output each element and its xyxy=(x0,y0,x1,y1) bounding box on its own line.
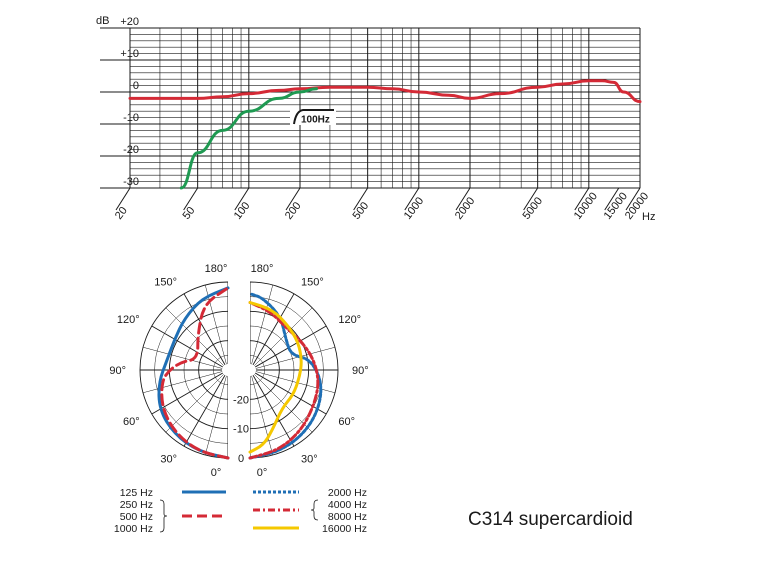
polar-line xyxy=(248,301,320,460)
x-tick-mark xyxy=(234,187,250,211)
polar-centre-gap xyxy=(228,274,250,466)
polar-angle-label: 180° xyxy=(251,263,274,275)
polar-radial-label: 0 xyxy=(238,453,244,465)
filter-annotation: 100Hz xyxy=(290,109,336,126)
polar-centre-dot xyxy=(244,364,256,376)
x-tick-label: 500 xyxy=(351,200,372,222)
polar-angle-label: 30° xyxy=(301,453,318,465)
polar-spoke xyxy=(249,369,295,447)
polar-series xyxy=(157,286,323,460)
y-tick-label: +20 xyxy=(120,16,139,28)
x-tick-mark xyxy=(353,187,369,211)
legend-brace xyxy=(159,499,168,533)
y-tick-label: -20 xyxy=(123,144,139,156)
polar-angle-label: 120° xyxy=(338,314,361,326)
x-tick-mark xyxy=(404,187,420,211)
polar-spoke xyxy=(165,369,229,433)
frequency-response-series xyxy=(128,79,642,190)
x-tick-mark xyxy=(625,187,641,211)
polar-spoke xyxy=(142,346,229,371)
x-tick-mark xyxy=(115,187,131,211)
polar-spoke xyxy=(204,369,229,456)
x-tick-label: 1000 xyxy=(402,195,427,222)
polar-spoke xyxy=(249,369,274,456)
polar-spoke xyxy=(249,307,313,371)
frequency-response-y-axis: +20 +10 0 -10 -20 -30 xyxy=(120,16,139,188)
polar-angle-label: 90° xyxy=(109,365,126,377)
polar-spoke xyxy=(249,346,336,371)
legend-label: 8000 Hz xyxy=(328,511,367,523)
polar-angle-label: 120° xyxy=(117,314,140,326)
x-tick-label: 50 xyxy=(181,205,198,222)
x-axis-unit: Hz xyxy=(642,211,655,223)
bass-cut-line xyxy=(179,87,318,190)
polar-radial-label: -10 xyxy=(233,424,249,436)
y-tick-label: -30 xyxy=(123,176,139,188)
x-tick-label: 10000 xyxy=(572,190,600,221)
x-tick-label: 20 xyxy=(113,205,130,222)
polar-radial-label: -20 xyxy=(233,394,249,406)
legend-label: 500 Hz xyxy=(120,511,153,523)
legend-label: 4000 Hz xyxy=(328,499,367,511)
legend-brace xyxy=(310,499,319,521)
x-tick-mark xyxy=(183,187,199,211)
polar-angle-label: 150° xyxy=(154,277,177,289)
polar-angle-label: 150° xyxy=(301,277,324,289)
figure-caption: C314 supercardioid xyxy=(468,509,633,530)
polar-spoke xyxy=(142,369,229,394)
bass-cut-icon xyxy=(293,109,334,125)
polar-line xyxy=(248,301,303,454)
x-tick-mark xyxy=(574,187,590,211)
polar-spoke xyxy=(249,284,274,371)
x-tick-label: 2000 xyxy=(453,195,478,222)
frequency-response-line xyxy=(128,79,642,104)
polar-angle-label: 60° xyxy=(338,416,355,428)
polar-angle-label: 60° xyxy=(123,416,140,428)
x-tick-mark xyxy=(455,187,471,211)
polar-spoke xyxy=(183,369,229,447)
polar-line xyxy=(160,286,230,460)
x-tick-mark xyxy=(285,187,301,211)
legend-label: 250 Hz xyxy=(120,499,153,511)
frequency-response-grid xyxy=(100,27,641,189)
polar-spoke xyxy=(151,325,229,371)
x-tick-label: 100 xyxy=(232,200,253,222)
polar-spoke xyxy=(204,284,229,371)
y-tick-label: +10 xyxy=(120,48,139,60)
y-axis-label: dB xyxy=(96,15,109,27)
polar-spoke xyxy=(183,293,229,371)
polar-spoke xyxy=(151,369,229,415)
polar-angle-label: 0° xyxy=(211,467,222,479)
polar-spoke xyxy=(249,369,313,433)
x-tick-label: 5000 xyxy=(521,195,546,222)
filter-annotation-label: 100Hz xyxy=(301,115,330,126)
x-tick-label: 200 xyxy=(283,200,304,222)
polar-angle-label: 0° xyxy=(257,467,268,479)
polar-centre-dot xyxy=(222,364,234,376)
legend-label: 16000 Hz xyxy=(322,523,367,535)
x-tick-mark xyxy=(604,187,620,211)
legend-label: 2000 Hz xyxy=(328,487,367,499)
polar-angle-label: 30° xyxy=(160,453,177,465)
y-tick-label: -10 xyxy=(123,112,139,124)
polar-angle-label: 180° xyxy=(205,263,228,275)
polar-angle-label: 90° xyxy=(352,365,369,377)
polar-spoke xyxy=(249,369,327,415)
y-tick-label: 0 xyxy=(133,80,139,92)
polar-spoke xyxy=(249,293,295,371)
legend-label: 125 Hz xyxy=(120,487,153,499)
polar-labels: 180° 180° 150° 150° 120° 120° 90° 90° 60° 60° 30° 3… xyxy=(109,263,368,479)
legend-label: 1000 Hz xyxy=(114,523,153,535)
x-tick-mark xyxy=(523,187,539,211)
